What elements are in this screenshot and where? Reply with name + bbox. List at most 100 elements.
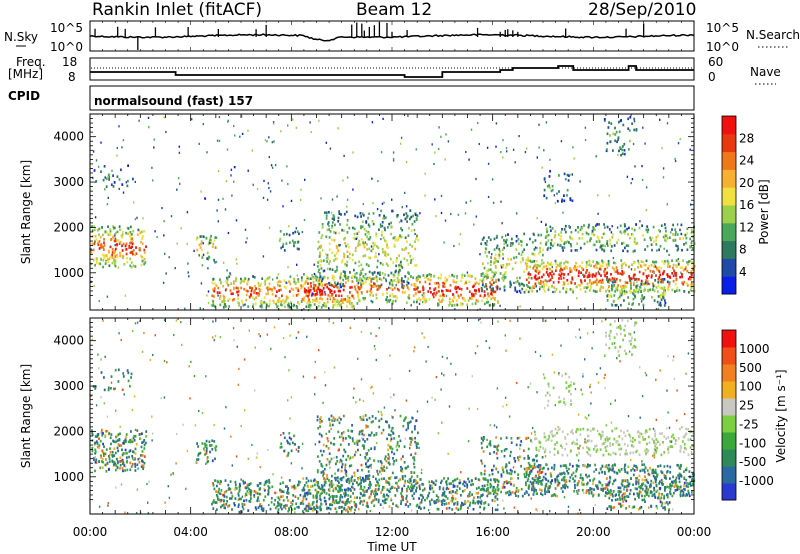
range-cell xyxy=(621,148,624,152)
range-cell xyxy=(451,273,454,277)
range-cell xyxy=(380,461,383,465)
range-cell xyxy=(473,223,475,226)
range-cell xyxy=(377,286,380,290)
range-cell xyxy=(370,249,373,253)
range-cell xyxy=(122,231,124,234)
range-cell xyxy=(414,247,417,251)
range-cell xyxy=(466,303,469,306)
range-cell xyxy=(241,505,244,509)
range-cell xyxy=(213,239,216,242)
range-cell xyxy=(456,489,458,492)
range-cell xyxy=(388,222,391,226)
range-cell xyxy=(621,152,624,156)
range-cell xyxy=(475,215,477,218)
range-cell xyxy=(353,227,356,231)
range-cell xyxy=(92,177,94,180)
range-cell xyxy=(498,256,501,260)
range-cell xyxy=(645,209,647,212)
range-cell xyxy=(210,234,212,238)
range-cell xyxy=(378,425,381,429)
range-cell xyxy=(652,282,654,286)
range-cell xyxy=(408,294,410,297)
range-cell xyxy=(346,275,348,278)
range-cell xyxy=(143,447,146,450)
range-cell xyxy=(376,259,379,263)
range-cell xyxy=(409,261,412,264)
range-cell xyxy=(113,250,115,253)
range-cell xyxy=(406,220,408,223)
range-cell xyxy=(585,489,588,492)
range-cell xyxy=(629,115,632,119)
range-cell xyxy=(213,282,216,285)
range-cell xyxy=(370,490,373,493)
range-cell xyxy=(513,470,516,474)
range-cell xyxy=(620,293,623,297)
range-cell xyxy=(336,257,338,260)
range-cell xyxy=(692,265,694,268)
range-cell xyxy=(105,470,108,473)
range-cell xyxy=(627,244,630,248)
range-cell xyxy=(523,248,526,251)
range-cell xyxy=(562,249,564,252)
range-cell xyxy=(119,460,121,463)
range-cell xyxy=(374,484,377,487)
range-cell xyxy=(191,118,193,121)
range-cell xyxy=(326,477,329,480)
range-cell xyxy=(205,236,208,240)
range-cell xyxy=(329,267,331,271)
range-cell xyxy=(388,281,391,285)
range-cell xyxy=(259,305,262,308)
range-cell xyxy=(492,488,495,491)
range-cell xyxy=(474,282,477,285)
range-cell xyxy=(380,466,383,470)
range-cell xyxy=(566,240,569,243)
range-cell xyxy=(449,300,452,304)
range-cell xyxy=(302,497,305,500)
range-cell xyxy=(241,132,244,135)
range-cell xyxy=(486,255,488,258)
range-cell xyxy=(612,256,615,260)
range-cell xyxy=(676,223,679,226)
range-cell xyxy=(238,490,241,493)
range-cell xyxy=(396,488,398,491)
range-cell xyxy=(253,297,256,301)
range-cell xyxy=(466,485,469,489)
range-cell xyxy=(388,286,390,289)
range-cell xyxy=(295,227,297,230)
range-cell xyxy=(409,437,411,440)
range-cell xyxy=(487,503,490,506)
range-cell xyxy=(664,291,667,295)
range-cell xyxy=(114,247,117,251)
range-cell xyxy=(636,466,639,470)
range-cell xyxy=(544,289,546,293)
range-cell xyxy=(599,281,602,284)
range-cell xyxy=(136,216,138,219)
range-cell xyxy=(285,485,287,488)
range-cell xyxy=(369,486,371,489)
range-cell xyxy=(368,474,371,477)
range-cell xyxy=(581,237,584,240)
range-cell xyxy=(630,286,632,290)
range-cell xyxy=(368,247,371,251)
range-cell xyxy=(415,237,417,241)
range-cell xyxy=(559,269,561,272)
range-cell xyxy=(624,232,626,235)
range-cell xyxy=(296,274,298,277)
range-cell xyxy=(346,295,349,298)
range-cell xyxy=(518,436,521,440)
range-cell xyxy=(480,499,483,503)
range-cell xyxy=(593,233,596,237)
range-cell xyxy=(591,273,594,277)
range-cell xyxy=(280,246,283,250)
range-cell xyxy=(305,291,308,294)
range-cell xyxy=(360,492,362,496)
range-cell xyxy=(385,278,387,281)
range-cell xyxy=(222,197,224,200)
range-cell xyxy=(317,304,320,308)
range-cell xyxy=(382,276,385,280)
range-cell xyxy=(510,472,513,476)
range-cell xyxy=(199,235,202,238)
range-cell xyxy=(366,425,369,428)
range-cell xyxy=(653,265,656,269)
